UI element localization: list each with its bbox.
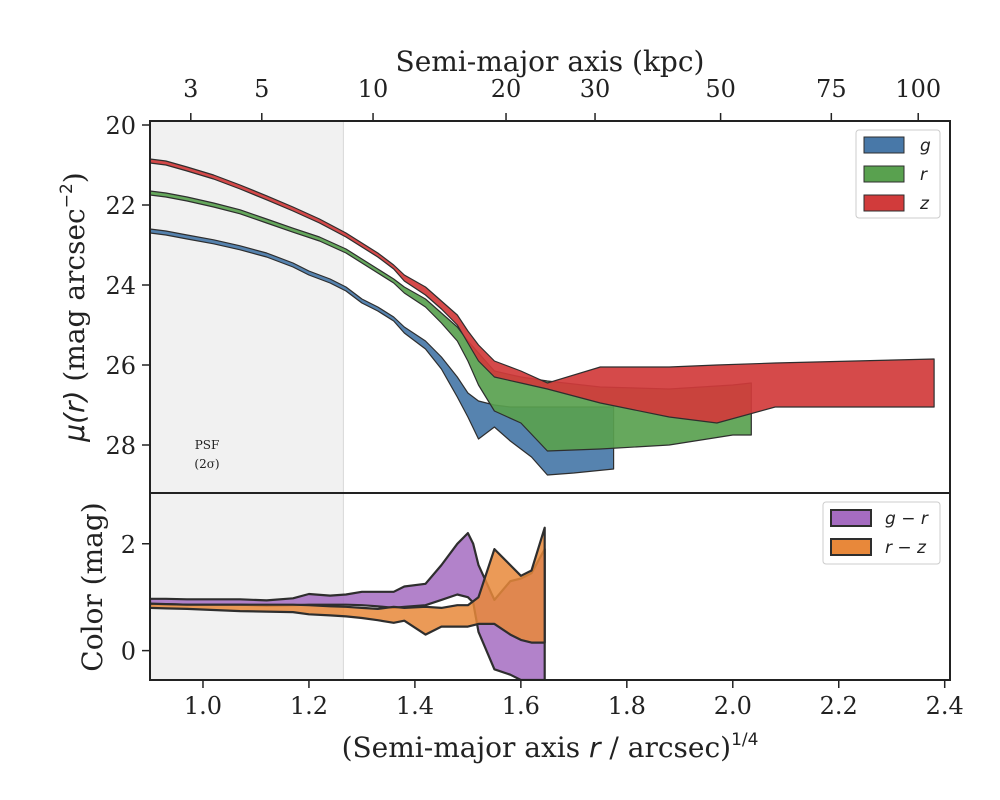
legend-label: z [919, 194, 930, 214]
y-tick-label: 26 [105, 352, 136, 380]
band-r-minus-z [150, 526, 546, 644]
color-bands [150, 526, 546, 680]
x-axis-label: (Semi-major axis r / arcsec)1/4 [342, 730, 759, 764]
x-axis-label-tail: / arcsec) [601, 731, 732, 764]
legend-swatch [830, 538, 872, 556]
y-axis-label-var: μ(r) [58, 391, 91, 443]
legend-label: r − z [885, 538, 927, 558]
band-r [150, 190, 752, 452]
legend-label: r [920, 165, 928, 185]
color-y-tick-label: 2 [121, 531, 136, 559]
top-axis-label: Semi-major axis (kpc) [396, 45, 705, 78]
psf-region-color-panel [150, 493, 344, 680]
x-tick-label: 2.2 [820, 692, 858, 720]
top-tick-label: 5 [254, 75, 269, 103]
y-tick-label: 22 [105, 192, 136, 220]
top-tick-label: 50 [705, 75, 736, 103]
band-z [150, 158, 935, 424]
legend-swatch [863, 165, 905, 183]
y-tick-label: 24 [105, 272, 136, 300]
x-tick-label: 2.4 [926, 692, 964, 720]
axis-ticks: 1.0 1.2 1.4 1.6 1.8 2.0 2.2 2.43 5 10 20 30 50 75 1002… [105, 75, 963, 720]
top-tick-label: 75 [816, 75, 847, 103]
surface-brightness-bands [150, 158, 935, 476]
y-axis-label-close: ) [58, 172, 91, 183]
legend-label: g − r [885, 509, 929, 529]
top-tick-label: 20 [491, 75, 522, 103]
y-axis-label-top: μ(r) (mag arcsec−2) [57, 172, 91, 442]
y-axis-label-sup: −2 [57, 183, 77, 208]
legend-color: g − r r − z [822, 501, 941, 565]
legend-label: g [920, 136, 931, 156]
legend-swatch [863, 194, 905, 212]
x-tick-label: 1.6 [502, 692, 540, 720]
psf-label: PSF [195, 438, 220, 452]
y-axis-label-text: (mag arcsec [58, 208, 91, 390]
legend-swatch [863, 136, 905, 154]
top-tick-label: 30 [580, 75, 611, 103]
psf-region [150, 121, 344, 493]
y-axis-label-color: Color (mag) [76, 502, 109, 671]
y-tick-label: 20 [105, 112, 136, 140]
x-axis-label-sup: 1/4 [731, 730, 758, 750]
band-g [150, 228, 615, 476]
x-axis-label-main: (Semi-major axis [342, 731, 589, 764]
top-tick-label: 100 [895, 75, 941, 103]
legend-swatch [830, 509, 872, 527]
x-tick-label: 1.2 [290, 692, 328, 720]
x-tick-label: 1.0 [184, 692, 222, 720]
top-tick-label: 10 [358, 75, 389, 103]
color-panel-frame [149, 492, 951, 681]
x-tick-label: 1.8 [608, 692, 646, 720]
y-tick-label: 28 [105, 432, 136, 460]
legend-surface-brightness: grz [855, 129, 941, 219]
x-tick-label: 2.0 [714, 692, 752, 720]
psf-sigma-label: (2σ) [194, 457, 219, 471]
x-axis-label-var: r [589, 731, 602, 764]
color-y-tick-label: 0 [121, 638, 136, 666]
x-tick-label: 1.4 [396, 692, 434, 720]
top-tick-label: 3 [183, 75, 198, 103]
